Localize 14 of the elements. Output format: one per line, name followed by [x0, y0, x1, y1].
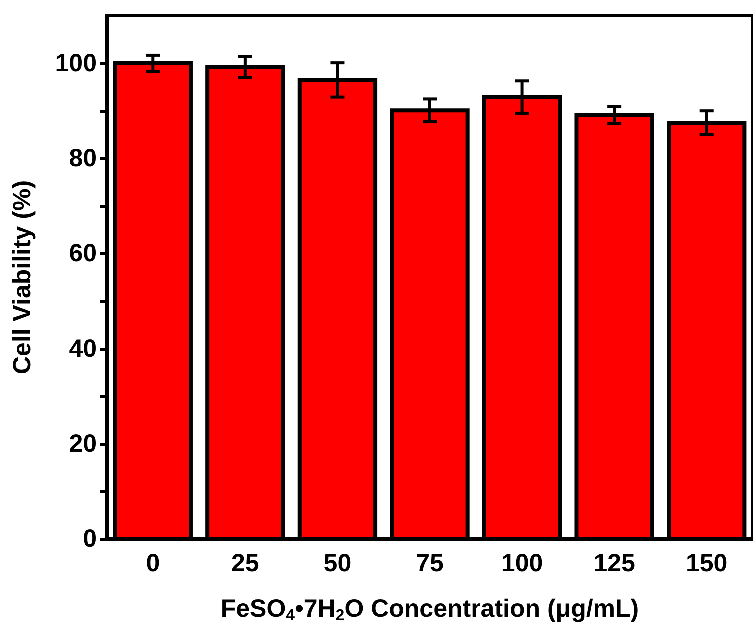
y-tick-label: 60 — [69, 240, 97, 268]
x-tick-label: 25 — [232, 550, 260, 578]
y-tick-label: 0 — [83, 525, 97, 553]
y-tick-label: 40 — [69, 334, 97, 363]
x-tick-label: 125 — [594, 550, 636, 578]
y-tick-label: 80 — [69, 144, 97, 173]
y-tick-label: 100 — [55, 50, 97, 78]
y-axis-title: Cell Viability (%) — [8, 180, 36, 375]
y-tick-label: 20 — [69, 430, 97, 458]
x-tick-label: 100 — [501, 550, 544, 578]
x-tick-label: 0 — [146, 550, 160, 578]
x-tick-label: 50 — [324, 550, 352, 578]
x-tick-label: 75 — [416, 550, 444, 578]
x-tick-label: 150 — [686, 550, 728, 578]
